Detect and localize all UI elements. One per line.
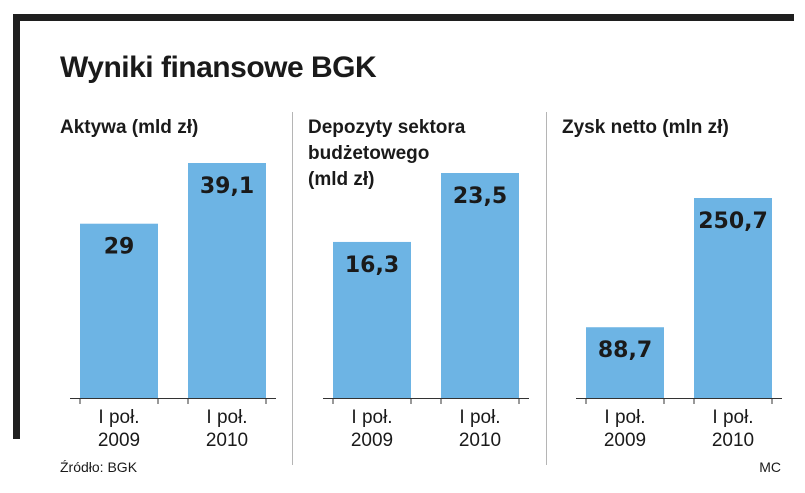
bar (188, 163, 266, 398)
bar (441, 173, 519, 398)
bar (586, 327, 664, 398)
frame-top-border (13, 14, 794, 21)
x-tick-label: 2009 (604, 430, 646, 451)
bar (694, 198, 772, 398)
data-label: 23,5 (453, 184, 507, 209)
data-label: 39,1 (200, 174, 254, 199)
x-tick-label: I poł. (459, 407, 500, 428)
x-tick-label: I poł. (712, 407, 753, 428)
frame-left-border (13, 14, 20, 439)
x-tick-label: I poł. (98, 407, 139, 428)
bar (333, 241, 411, 398)
data-label: 29 (104, 235, 135, 260)
x-tick-label: 2010 (206, 430, 248, 451)
x-tick-label: I poł. (604, 407, 645, 428)
bar (80, 223, 158, 398)
x-tick-label: 2009 (98, 430, 140, 451)
data-label: 250,7 (698, 209, 768, 234)
panel-title: (mld zł) (308, 169, 375, 190)
panel-title: Aktywa (mld zł) (60, 117, 198, 138)
data-label: 16,3 (345, 253, 399, 278)
data-label: 88,7 (598, 338, 652, 363)
chart-title: Wyniki finansowe BGK (60, 51, 377, 84)
x-tick-label: 2010 (712, 430, 754, 451)
source-note: Źródło: BGK (60, 459, 138, 475)
panel-divider (546, 112, 547, 465)
author-credit: MC (759, 459, 781, 475)
panel-divider (292, 112, 293, 465)
panel-title: Depozyty sektora (308, 117, 466, 138)
x-tick-label: 2009 (351, 430, 393, 451)
panel-title: Zysk netto (mln zł) (562, 117, 729, 138)
panel-title: budżetowego (308, 143, 429, 164)
x-tick-label: 2010 (459, 430, 501, 451)
x-tick-label: I poł. (351, 407, 392, 428)
x-tick-label: I poł. (206, 407, 247, 428)
